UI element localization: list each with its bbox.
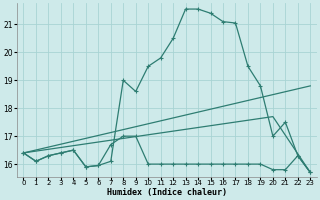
X-axis label: Humidex (Indice chaleur): Humidex (Indice chaleur) — [107, 188, 227, 197]
